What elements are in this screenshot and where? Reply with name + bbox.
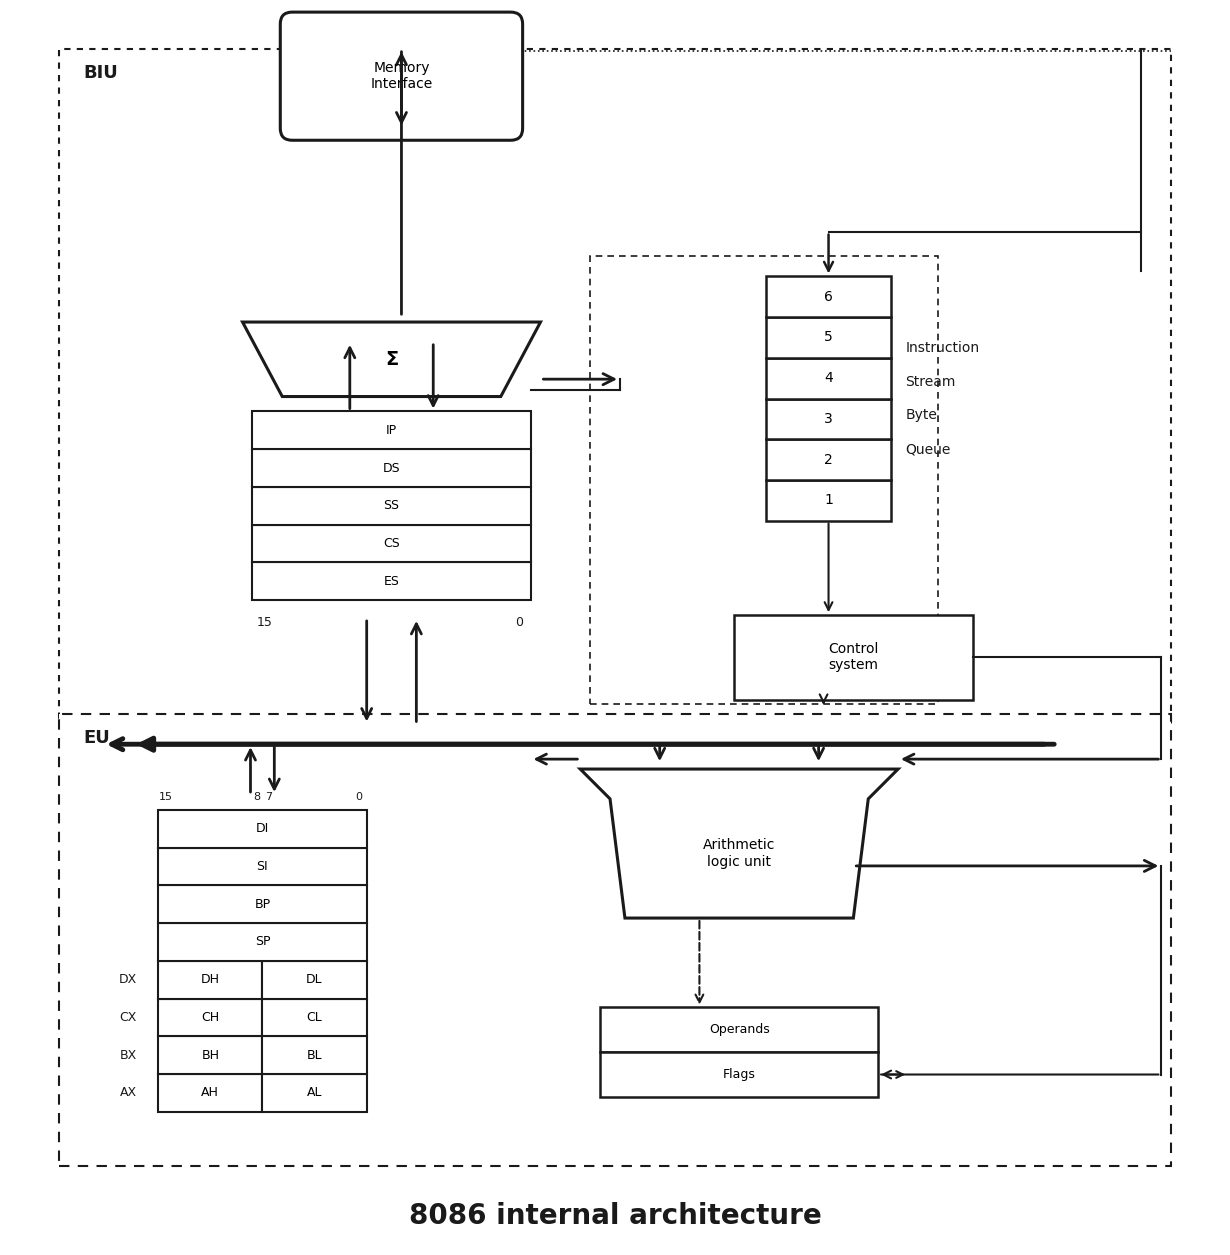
Bar — [159, 885, 367, 922]
Text: 7: 7 — [264, 792, 272, 802]
Bar — [766, 276, 891, 318]
Bar — [262, 961, 367, 999]
Bar — [262, 1037, 367, 1074]
Text: Arithmetic
logic unit: Arithmetic logic unit — [704, 838, 775, 868]
Text: 4: 4 — [824, 371, 833, 385]
Text: 15: 15 — [256, 615, 272, 629]
Text: Control
system: Control system — [828, 643, 878, 673]
Bar — [59, 49, 1171, 724]
Bar — [262, 999, 367, 1037]
Text: ES: ES — [384, 575, 400, 587]
Text: 5: 5 — [824, 330, 833, 344]
Bar — [590, 256, 937, 704]
Bar — [766, 358, 891, 399]
Text: Queue: Queue — [905, 442, 951, 456]
Text: Operands: Operands — [708, 1023, 770, 1037]
Bar — [734, 615, 973, 699]
Text: DS: DS — [383, 462, 400, 474]
Bar — [252, 525, 530, 562]
Text: 15: 15 — [159, 792, 173, 802]
Bar — [159, 809, 367, 847]
Text: EU: EU — [84, 729, 111, 747]
Text: DX: DX — [119, 973, 138, 986]
Text: BX: BX — [119, 1049, 137, 1062]
Bar — [766, 399, 891, 439]
Text: Memory
Interface: Memory Interface — [370, 61, 433, 92]
Text: 8: 8 — [253, 792, 260, 802]
Text: 6: 6 — [824, 290, 833, 304]
Text: IP: IP — [386, 424, 397, 437]
Bar — [159, 1037, 262, 1074]
Text: Byte: Byte — [905, 408, 937, 423]
Polygon shape — [242, 323, 540, 397]
Text: CH: CH — [202, 1010, 219, 1024]
Bar — [159, 922, 367, 961]
Bar — [159, 961, 262, 999]
Text: 0: 0 — [355, 792, 363, 802]
FancyBboxPatch shape — [280, 13, 523, 141]
Text: Instruction: Instruction — [905, 341, 979, 355]
Text: Σ: Σ — [385, 350, 399, 369]
Text: 3: 3 — [824, 412, 833, 425]
Text: DL: DL — [306, 973, 322, 986]
Text: SI: SI — [257, 860, 268, 873]
Text: CL: CL — [306, 1010, 322, 1024]
Bar — [159, 1074, 262, 1112]
Text: Flags: Flags — [723, 1068, 755, 1081]
Text: AL: AL — [306, 1087, 322, 1099]
Text: 2: 2 — [824, 453, 833, 467]
Text: BIU: BIU — [84, 64, 118, 82]
Bar — [59, 714, 1171, 1166]
Bar — [252, 487, 530, 525]
Text: BL: BL — [306, 1049, 322, 1062]
Bar — [766, 439, 891, 479]
Bar — [766, 479, 891, 521]
Text: BP: BP — [255, 897, 271, 911]
Polygon shape — [581, 769, 898, 919]
Text: DI: DI — [256, 822, 269, 835]
Text: 0: 0 — [514, 615, 523, 629]
Text: Stream: Stream — [905, 375, 956, 389]
Text: CX: CX — [119, 1010, 137, 1024]
Text: SS: SS — [384, 499, 400, 512]
Text: SP: SP — [255, 935, 271, 949]
Text: 1: 1 — [824, 493, 833, 507]
Bar — [252, 449, 530, 487]
Bar — [252, 562, 530, 600]
Bar — [252, 412, 530, 449]
Bar — [159, 847, 367, 885]
Text: 8086 internal architecture: 8086 internal architecture — [408, 1202, 822, 1230]
Bar — [600, 1052, 878, 1097]
Bar — [600, 1008, 878, 1052]
Text: AX: AX — [119, 1087, 137, 1099]
Bar — [262, 1074, 367, 1112]
Bar — [159, 999, 262, 1037]
Text: BH: BH — [202, 1049, 219, 1062]
Bar — [766, 318, 891, 358]
Text: CS: CS — [384, 537, 400, 550]
Text: AH: AH — [202, 1087, 219, 1099]
Text: DH: DH — [200, 973, 220, 986]
